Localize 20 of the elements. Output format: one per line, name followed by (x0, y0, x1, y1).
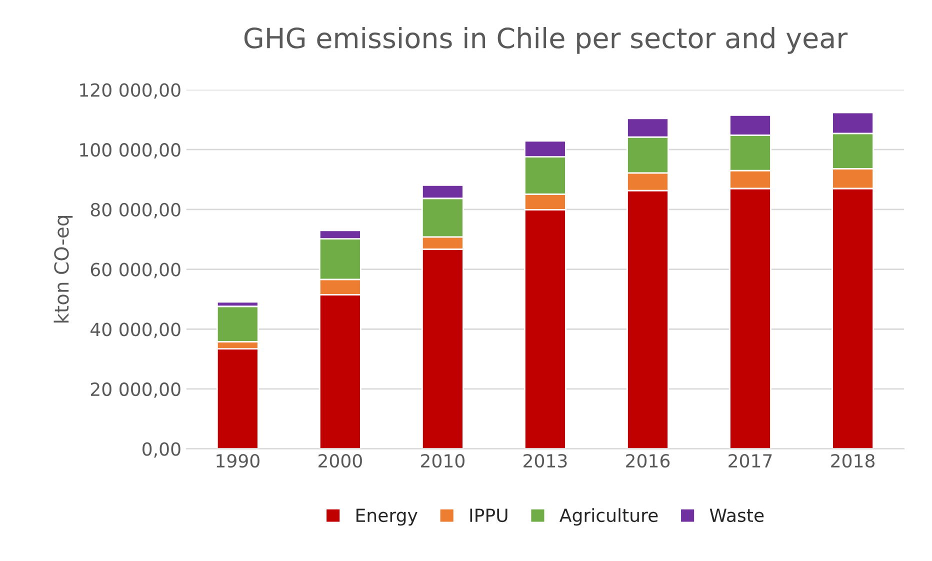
x-tick-label: 2016 (626, 454, 670, 468)
chart-title: GHG emissions in Chile per sector and year (244, 26, 848, 54)
x-tick-label: 2000 (318, 454, 362, 468)
x-tick-label: 2010 (421, 454, 464, 468)
y-tick-label: 80 000,00 (90, 202, 180, 218)
x-tick-label: 1990 (216, 454, 260, 468)
y-tick-label: 100 000,00 (80, 143, 180, 159)
x-tick-label: 2018 (831, 454, 875, 468)
y-axis-title: kton CO-eq (54, 216, 73, 323)
y-tick-label: 60 000,00 (90, 262, 180, 278)
legend-label: Agriculture (560, 508, 658, 526)
legend-label: Energy (356, 508, 418, 526)
y-tick-label: 40 000,00 (90, 322, 180, 338)
x-tick-label: 2013 (524, 454, 567, 468)
legend-label: IPPU (470, 508, 508, 522)
legend-label: Waste (710, 508, 764, 522)
y-tick-label: 0,00 (142, 442, 180, 458)
x-tick-label: 2017 (728, 454, 772, 468)
y-tick-label: 120 000,00 (80, 83, 180, 99)
y-tick-label: 20 000,00 (90, 382, 180, 398)
